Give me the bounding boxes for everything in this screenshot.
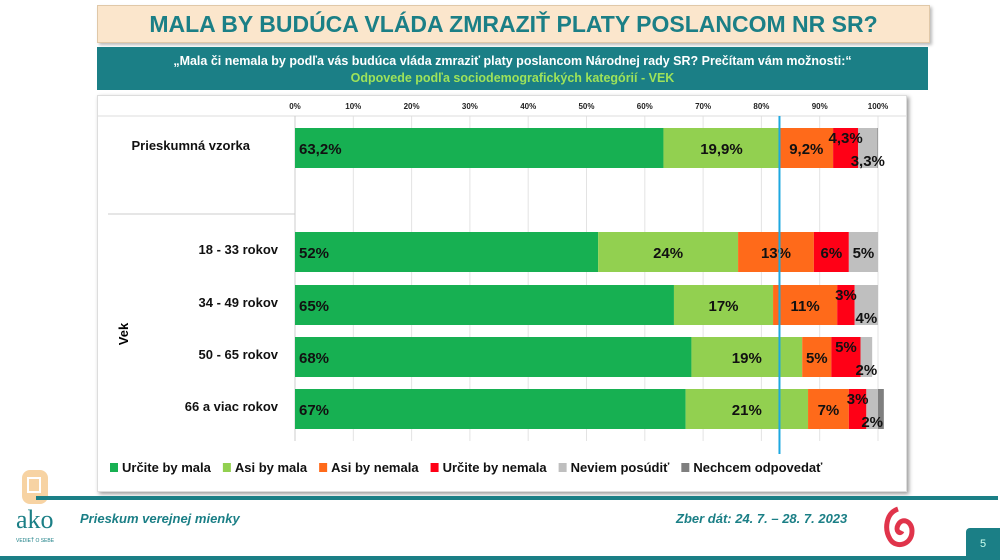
data-label: 9,2% — [789, 141, 823, 158]
data-label: 11% — [791, 298, 820, 315]
data-label: 13% — [761, 245, 791, 262]
bar-segment — [295, 232, 599, 272]
bar-segment — [598, 232, 739, 272]
tick-label: 100% — [868, 102, 888, 111]
page-title: MALA BY BUDÚCA VLÁDA ZMRAZIŤ PLATY POSLA… — [97, 5, 930, 43]
tick-label: 30% — [462, 102, 478, 111]
joj-logo — [884, 506, 915, 548]
bar-segment — [685, 389, 809, 429]
category-label: Prieskumná vzorka — [131, 138, 250, 153]
data-label: 65% — [299, 298, 329, 315]
tick-label: 0% — [289, 102, 301, 111]
data-label: 52% — [299, 245, 329, 262]
data-label: 3% — [835, 287, 857, 304]
legend-item: Asi by nemala — [331, 460, 419, 475]
legend-swatch — [430, 463, 439, 472]
tick-label: 50% — [578, 102, 594, 111]
bar-segment — [854, 285, 878, 325]
data-label: 4,3% — [829, 130, 863, 147]
category-label: 18 - 33 rokov — [199, 242, 279, 257]
category-label: 34 - 49 rokov — [199, 295, 279, 310]
data-label: 24% — [653, 245, 683, 262]
bar-segment — [866, 389, 878, 429]
data-label: 5% — [835, 339, 857, 356]
bar-segment — [295, 389, 686, 429]
data-label: 68% — [299, 350, 329, 367]
legend-item: Určite by nemala — [443, 460, 548, 475]
bar-segment — [808, 389, 849, 429]
data-label: 2% — [855, 362, 877, 379]
legend-item: Neviem posúdiť — [571, 460, 670, 475]
legend-swatch — [558, 463, 567, 472]
tick-label: 90% — [812, 102, 828, 111]
category-label: 50 - 65 rokov — [199, 347, 279, 362]
bar-segment — [860, 337, 873, 377]
data-label: 7% — [818, 402, 840, 419]
bar-segment — [813, 232, 849, 272]
legend-swatch — [319, 463, 328, 472]
data-label: 3,3% — [851, 153, 885, 170]
bar-segment — [877, 128, 878, 168]
footer-survey: Prieskum verejnej mienky — [80, 511, 240, 526]
page-number: 5 — [966, 528, 1000, 560]
data-label: 2% — [861, 414, 883, 431]
bar-segment — [833, 128, 859, 168]
data-label: 6% — [821, 245, 843, 262]
question-box: „Mala či nemala by podľa vás budúca vlád… — [97, 47, 928, 90]
data-label: 5% — [853, 245, 875, 262]
bottom-bar — [0, 556, 1000, 560]
ako-logo: ako VEDIEŤ O SEBE — [16, 470, 55, 544]
category-label: 66 a viac rokov — [185, 399, 279, 414]
legend-swatch — [110, 463, 118, 472]
question-subtitle: Odpovede podľa sociodemografických kateg… — [350, 71, 675, 85]
bar-segment — [837, 285, 855, 325]
data-label: 19% — [732, 350, 762, 367]
data-label: 19,9% — [700, 141, 743, 158]
footer-date: Zber dát: 24. 7. – 28. 7. 2023 — [676, 511, 848, 526]
legend-swatch — [681, 463, 690, 472]
footer-divider — [36, 496, 998, 500]
bar-segment — [738, 232, 814, 272]
chart-svg: 0% 10% 20% 30% 40% 50% 60% 70% 80% 90% 100% Vek Prie… — [98, 102, 906, 475]
bar-segment — [663, 128, 780, 168]
legend-item: Určite by mala — [122, 460, 212, 475]
bar-segment — [858, 128, 878, 168]
svg-text:ako: ako — [16, 505, 54, 534]
legend-item: Nechcem odpovedať — [693, 460, 823, 475]
data-label: 17% — [708, 298, 738, 315]
bar-segment — [779, 128, 834, 168]
legend-swatch — [222, 463, 231, 472]
bar-segment — [773, 285, 838, 325]
tick-label: 60% — [637, 102, 653, 111]
bar-segment — [691, 337, 803, 377]
data-label: 21% — [732, 402, 762, 419]
tick-label: 10% — [345, 102, 361, 111]
data-label: 67% — [299, 402, 329, 419]
bar-segment — [878, 389, 884, 429]
data-label: 63,2% — [299, 141, 342, 158]
bar-segment — [295, 285, 674, 325]
bar-segment — [831, 337, 861, 377]
bar-segment — [295, 337, 692, 377]
bar-segment — [848, 389, 867, 429]
data-label: 5% — [806, 350, 828, 367]
question-text: „Mala či nemala by podľa vás budúca vlád… — [173, 54, 852, 68]
svg-text:VEDIEŤ O SEBE: VEDIEŤ O SEBE — [16, 536, 55, 544]
group-label: Vek — [116, 322, 131, 345]
tick-label: 40% — [520, 102, 536, 111]
bar-segment — [848, 232, 878, 272]
bar-segment — [802, 337, 832, 377]
tick-label: 20% — [404, 102, 420, 111]
data-label: 3% — [847, 391, 869, 408]
tick-label: 80% — [753, 102, 769, 111]
data-label: 4% — [855, 310, 877, 327]
bar-segment — [295, 128, 664, 168]
legend-item: Asi by mala — [235, 460, 308, 475]
bar-segment — [673, 285, 774, 325]
tick-label: 70% — [695, 102, 711, 111]
chart: 0% 10% 20% 30% 40% 50% 60% 70% 80% 90% 100% Vek Prie… — [97, 95, 907, 492]
